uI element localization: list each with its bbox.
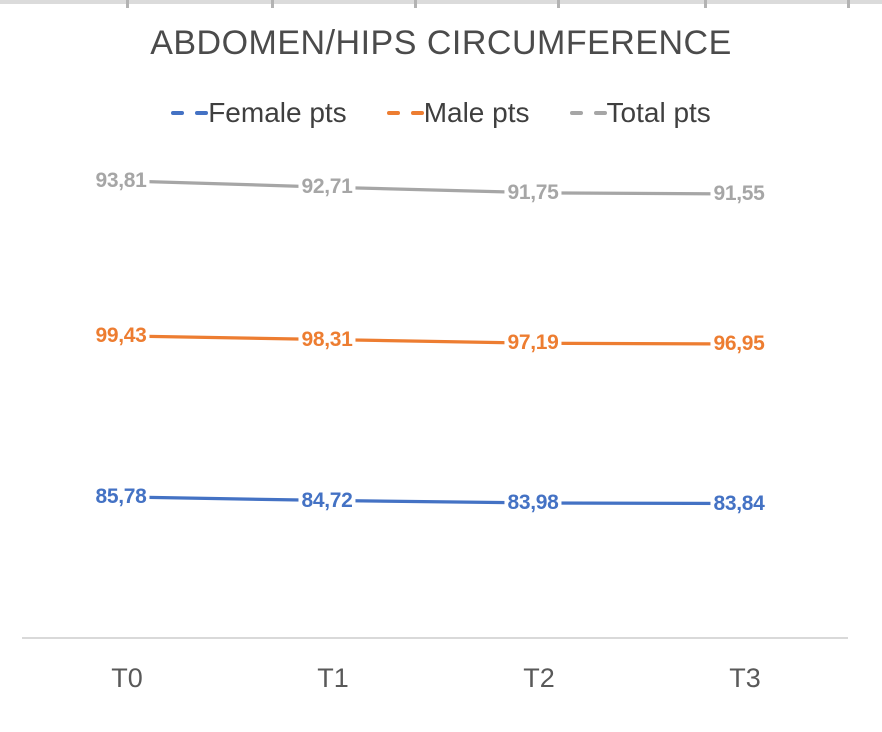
data-label: 92,71 [298,175,356,200]
legend-label: Female pts [208,97,347,128]
legend-item-total-pts[interactable]: Total pts [569,97,711,129]
data-label: 99,43 [92,324,150,348]
data-label: 97,19 [504,331,562,356]
line-sample-icon [386,111,400,115]
grid-tick [271,0,274,8]
legend-item-female-pts[interactable]: Female pts [171,97,347,129]
data-label: 93,81 [92,169,150,193]
data-label: 83,84 [710,491,768,516]
series-line-total-pts[interactable] [125,179,747,196]
x-axis-line [22,637,848,639]
data-label: 91,55 [710,182,768,206]
line-sample-icon [195,111,209,115]
grid-tick [557,0,560,8]
data-label: 98,31 [298,327,356,352]
series-line-male-pts[interactable] [125,334,747,346]
data-label: 91,75 [504,180,562,205]
legend-label: Total pts [606,97,711,128]
data-label: 83,98 [504,491,562,516]
chart-title: ABDOMEN/HIPS CIRCUMFERENCE [150,24,732,62]
x-axis-label: T1 [317,663,349,693]
x-axis-label: T0 [111,663,143,693]
x-axis-label: T2 [523,663,555,693]
line-sample-icon [410,111,424,115]
spreadsheet-gridline [0,0,882,4]
data-label: 96,95 [710,332,768,356]
line-sample-icon [593,111,607,115]
grid-tick [704,0,707,8]
grid-tick [847,0,850,8]
grid-tick [414,0,417,8]
data-label: 85,78 [92,485,150,509]
x-axis-label: T3 [729,663,761,693]
legend-item-male-pts[interactable]: Male pts [386,97,530,129]
line-sample-icon [569,111,583,115]
grid-tick [126,0,129,8]
legend-label: Male pts [423,97,530,128]
series-line-female-pts[interactable] [125,495,747,506]
line-sample-icon [171,111,185,115]
data-label: 84,72 [298,488,356,513]
chart-legend: Female pts Male pts Total pts [0,97,882,129]
